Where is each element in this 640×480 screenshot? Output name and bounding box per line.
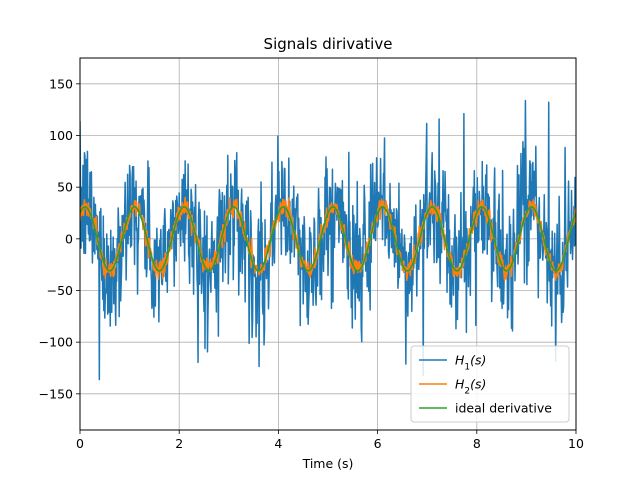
x-tick-label: 10 xyxy=(568,436,584,451)
ideal-derivative-line xyxy=(80,206,576,272)
y-axis-ticks: −150 −100 −50 0 50 100 150 xyxy=(39,76,80,401)
y-tick-label: −150 xyxy=(39,386,73,401)
y-tick-label: −100 xyxy=(39,335,73,350)
x-tick-label: 0 xyxy=(76,436,84,451)
x-axis-label: Time (s) xyxy=(302,456,354,471)
legend-label: H2(s) xyxy=(455,377,486,397)
legend: H1(s) H2(s) ideal derivative xyxy=(410,345,570,423)
y-tick-label: 0 xyxy=(65,231,73,246)
x-tick-label: 2 xyxy=(175,436,183,451)
legend-box xyxy=(410,345,570,423)
legend-label: H1(s) xyxy=(455,353,486,373)
y-tick-label: 100 xyxy=(49,128,73,143)
x-axis-ticks: 0 2 4 6 8 10 xyxy=(76,430,584,451)
x-tick-label: 8 xyxy=(473,436,481,451)
x-tick-label: 6 xyxy=(374,436,382,451)
y-tick-label: 50 xyxy=(57,180,73,195)
y-tick-label: 150 xyxy=(49,76,73,91)
chart-title: Signals dirivative xyxy=(264,35,393,53)
plot-area xyxy=(80,99,576,381)
series-lines xyxy=(80,99,576,381)
legend-label: ideal derivative xyxy=(455,401,552,416)
plot-frame xyxy=(79,57,577,431)
x-tick-label: 4 xyxy=(274,436,282,451)
y-tick-label: −50 xyxy=(47,283,73,298)
